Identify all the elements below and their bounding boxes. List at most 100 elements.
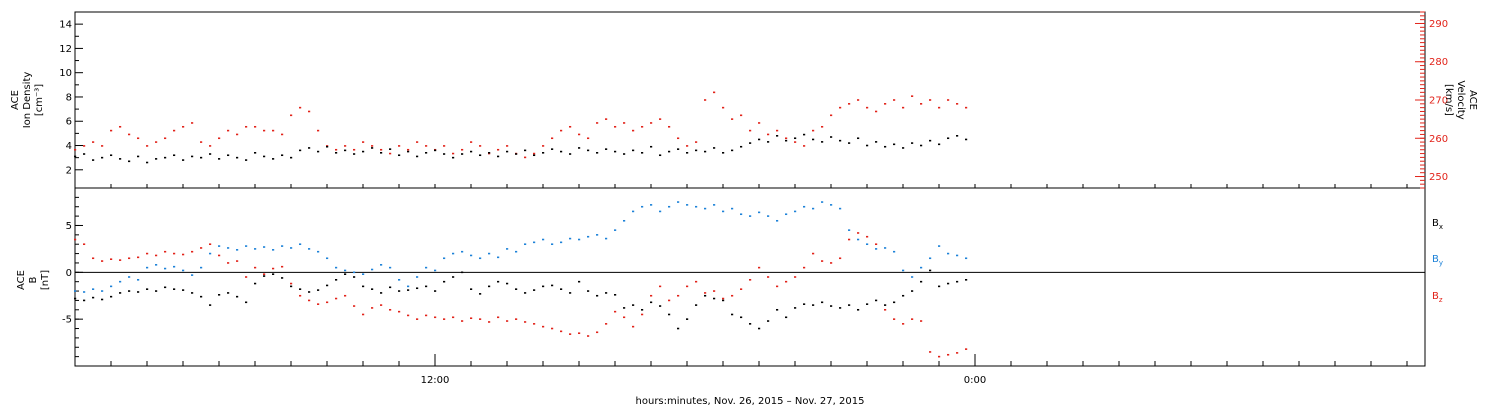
velocity-point [128, 133, 131, 136]
imf-ylabel-line3: [nT] [40, 270, 51, 290]
velocity-point [425, 145, 428, 147]
velocity-point [839, 106, 842, 109]
density-point [290, 156, 293, 159]
by-point [614, 229, 617, 231]
bz-point [506, 320, 509, 322]
bz-point [659, 285, 662, 288]
density-point [308, 147, 311, 149]
by-point [695, 205, 698, 208]
bx-point [956, 280, 959, 283]
density-point [281, 154, 284, 157]
ion-density-axis: 2 4 6 8 10 12 14 [59, 20, 83, 176]
velocity-point [668, 125, 671, 128]
bz-point [200, 247, 203, 249]
bz-point [470, 317, 473, 320]
bx-point [794, 307, 797, 309]
density-point [749, 142, 752, 144]
velocity-point [290, 114, 293, 117]
velocity-point [470, 141, 473, 143]
velocity-tick-label: 290 [1429, 19, 1448, 30]
velocity-point [236, 133, 239, 136]
imf-ylabel-line2: B [28, 276, 39, 283]
density-point [425, 152, 428, 154]
density-point [128, 160, 131, 163]
bx-point [551, 284, 554, 287]
imf-tick-label: 0 [66, 268, 72, 279]
density-point [830, 136, 833, 138]
bz-point [623, 316, 626, 319]
density-point [731, 149, 734, 152]
bx-point [749, 323, 752, 325]
density-tick-label: 8 [66, 92, 72, 103]
bx-point [578, 280, 581, 283]
by-point [794, 210, 797, 213]
velocity-point [83, 145, 86, 147]
by-point [218, 245, 221, 247]
by-point [947, 252, 950, 255]
by-point [866, 243, 869, 246]
bz-point [407, 314, 410, 317]
bx-point [542, 285, 545, 288]
bx-point [254, 282, 257, 285]
velocity-point [677, 137, 680, 140]
velocity-point [227, 129, 230, 132]
density-point [236, 156, 239, 159]
density-point [182, 159, 185, 161]
density-point [767, 141, 770, 143]
by-point [677, 201, 680, 203]
bx-point [83, 299, 86, 302]
bz-point [110, 258, 113, 260]
density-point [857, 137, 860, 140]
by-point [893, 250, 896, 253]
bz-point [911, 318, 914, 320]
density-point [353, 153, 356, 155]
density-point [848, 142, 851, 144]
bx-point [119, 292, 122, 294]
density-point [227, 154, 230, 157]
bx-point [263, 275, 266, 277]
bx-point [569, 292, 572, 294]
by-point [83, 291, 86, 293]
velocity-point [650, 122, 653, 124]
by-point [227, 247, 230, 249]
velocity-point [137, 137, 140, 140]
velocity-point [92, 141, 95, 143]
bz-point [596, 331, 599, 334]
velocity-tick-label: 280 [1429, 57, 1448, 68]
bx-point [443, 280, 446, 283]
by-point [749, 215, 752, 217]
bz-point [722, 297, 725, 300]
imf-tick-label: -5 [62, 315, 72, 326]
bx-point [884, 304, 887, 306]
bz-point [614, 310, 617, 313]
velocity-point [371, 145, 374, 147]
bx-point [452, 276, 455, 278]
by-point [911, 276, 914, 278]
bz-point [677, 294, 680, 297]
density-point [416, 155, 419, 158]
by-point [857, 238, 860, 241]
velocity-point [785, 137, 788, 140]
density-point [920, 144, 923, 147]
by-point [533, 241, 536, 244]
velocity-point [461, 148, 464, 151]
bx-point [965, 279, 968, 281]
by-point [839, 207, 842, 210]
bz-point [965, 348, 968, 350]
bx-point [821, 301, 824, 304]
bz-point [272, 267, 275, 270]
velocity-point [443, 145, 446, 147]
bx-point [236, 295, 239, 298]
bz-point [695, 280, 698, 283]
bz-point [227, 262, 230, 264]
by-point [776, 219, 779, 222]
velocity-point [182, 125, 185, 128]
bz-point [605, 323, 608, 325]
density-point [794, 137, 797, 140]
bz-point [83, 243, 86, 246]
by-point [920, 266, 923, 269]
velocity-point [713, 91, 716, 94]
bz-point [434, 316, 437, 319]
density-point [344, 149, 347, 152]
density-point [110, 154, 113, 157]
